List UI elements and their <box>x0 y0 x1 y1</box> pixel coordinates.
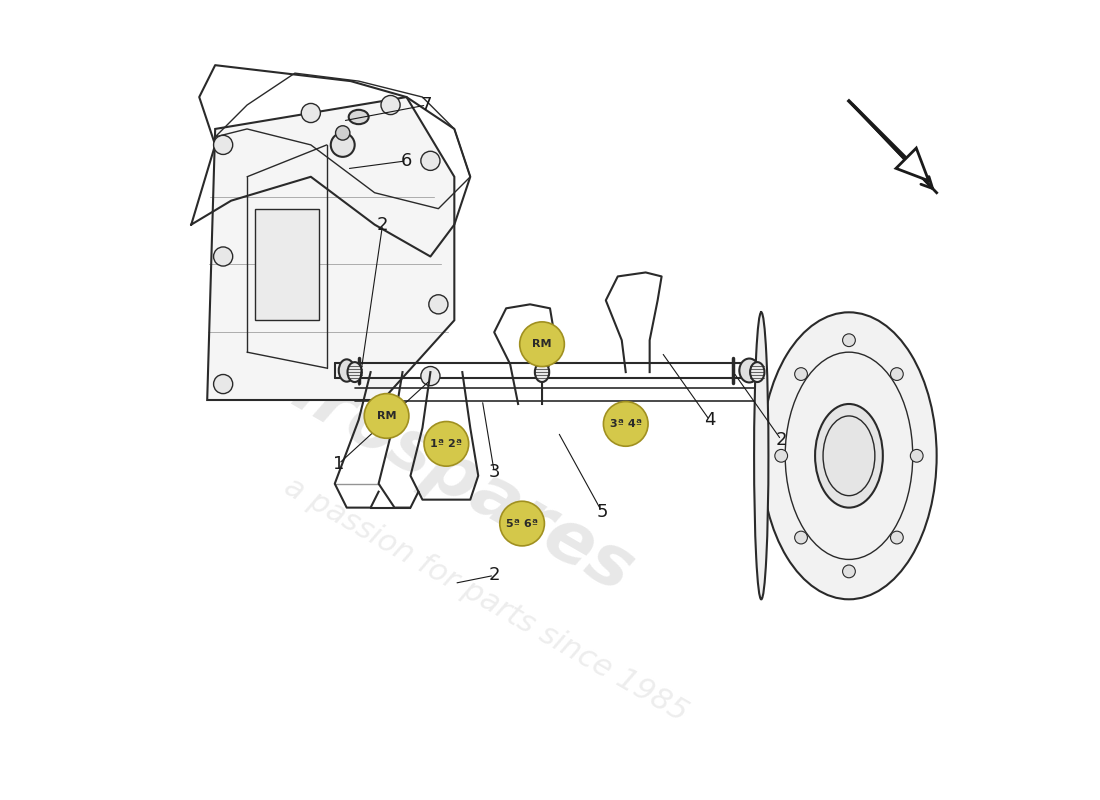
Circle shape <box>331 133 354 157</box>
Text: 7: 7 <box>420 96 432 114</box>
Circle shape <box>213 135 233 154</box>
Circle shape <box>519 322 564 366</box>
Circle shape <box>213 247 233 266</box>
Text: a passion for parts since 1985: a passion for parts since 1985 <box>279 471 693 727</box>
Text: 5ª 6ª: 5ª 6ª <box>506 518 538 529</box>
Ellipse shape <box>815 404 883 508</box>
Ellipse shape <box>349 110 368 124</box>
Polygon shape <box>207 97 454 400</box>
Circle shape <box>429 294 448 314</box>
Text: 5: 5 <box>596 502 607 521</box>
Circle shape <box>336 126 350 140</box>
Circle shape <box>891 368 903 381</box>
Circle shape <box>381 95 400 114</box>
Circle shape <box>774 450 788 462</box>
Text: 4: 4 <box>704 411 715 429</box>
Ellipse shape <box>535 362 549 382</box>
Circle shape <box>424 422 469 466</box>
Text: 6: 6 <box>400 152 412 170</box>
Text: 1ª 2ª: 1ª 2ª <box>430 439 462 449</box>
Circle shape <box>891 531 903 544</box>
Polygon shape <box>896 148 928 181</box>
Circle shape <box>421 151 440 170</box>
Circle shape <box>843 334 856 346</box>
Circle shape <box>364 394 409 438</box>
Text: 1: 1 <box>333 454 344 473</box>
Text: 3: 3 <box>488 462 499 481</box>
Text: 2: 2 <box>776 431 786 449</box>
Text: RM: RM <box>377 411 396 421</box>
Circle shape <box>213 374 233 394</box>
Circle shape <box>499 502 544 546</box>
Text: eurospares: eurospares <box>216 320 646 608</box>
Text: 2: 2 <box>488 566 499 584</box>
Ellipse shape <box>750 362 764 382</box>
Circle shape <box>911 450 923 462</box>
Ellipse shape <box>755 312 769 599</box>
Ellipse shape <box>739 358 759 382</box>
Ellipse shape <box>339 359 354 382</box>
Text: 3ª 4ª: 3ª 4ª <box>609 419 641 429</box>
Ellipse shape <box>348 362 362 382</box>
Circle shape <box>843 565 856 578</box>
Ellipse shape <box>761 312 937 599</box>
Circle shape <box>794 368 807 381</box>
Text: RM: RM <box>532 339 552 349</box>
Circle shape <box>301 103 320 122</box>
Circle shape <box>794 531 807 544</box>
Text: 2: 2 <box>377 216 388 234</box>
Circle shape <box>604 402 648 446</box>
FancyBboxPatch shape <box>255 209 319 320</box>
Circle shape <box>421 366 440 386</box>
